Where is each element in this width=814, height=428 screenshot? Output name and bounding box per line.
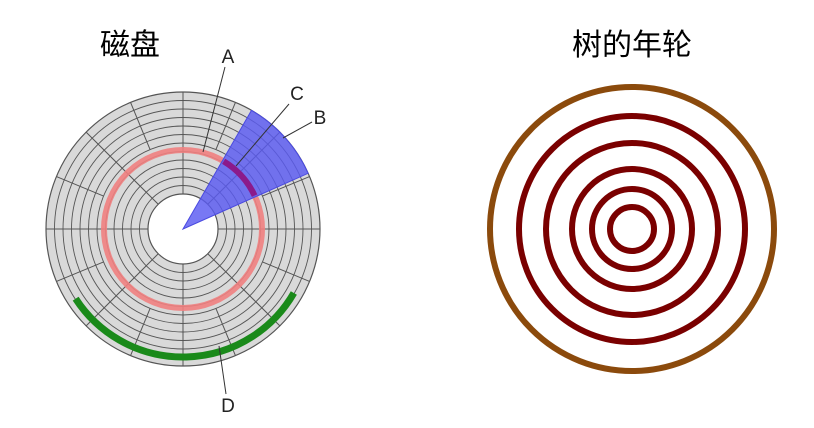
sector-line (262, 176, 310, 197)
sector-line (56, 176, 104, 197)
label-b: B (314, 108, 327, 129)
track-sector-overlap (222, 158, 258, 197)
growth-ring-2 (543, 140, 721, 318)
callout-line-c (235, 103, 290, 167)
sector-line (262, 261, 310, 282)
sector-line (130, 102, 151, 150)
sector-line (85, 131, 159, 205)
growth-ring-1 (516, 113, 748, 345)
sector-line (215, 102, 236, 150)
sector-line (85, 253, 159, 327)
callout-line-b (282, 121, 313, 139)
disk-panel: 磁盘 A C B D (45, 28, 327, 417)
sector-line (56, 261, 104, 282)
growth-ring-4 (589, 186, 675, 272)
label-d: D (221, 396, 235, 417)
highlighted-track (101, 147, 265, 311)
label-c: C (290, 84, 304, 105)
callout-line-a (202, 66, 226, 153)
tree-title: 树的年轮 (572, 28, 692, 63)
growth-ring-5 (607, 204, 657, 254)
tree-panel: 树的年轮 (487, 28, 777, 374)
sector-lines (46, 92, 320, 366)
bark-ring (487, 84, 777, 374)
highlighted-cluster (72, 291, 297, 361)
callout-line-d (218, 345, 227, 395)
growth-ring-3 (569, 166, 695, 292)
sector-line (207, 253, 281, 327)
label-a: A (222, 47, 235, 68)
disk-title: 磁盘 (100, 28, 160, 63)
callouts: A C B D (202, 47, 327, 417)
